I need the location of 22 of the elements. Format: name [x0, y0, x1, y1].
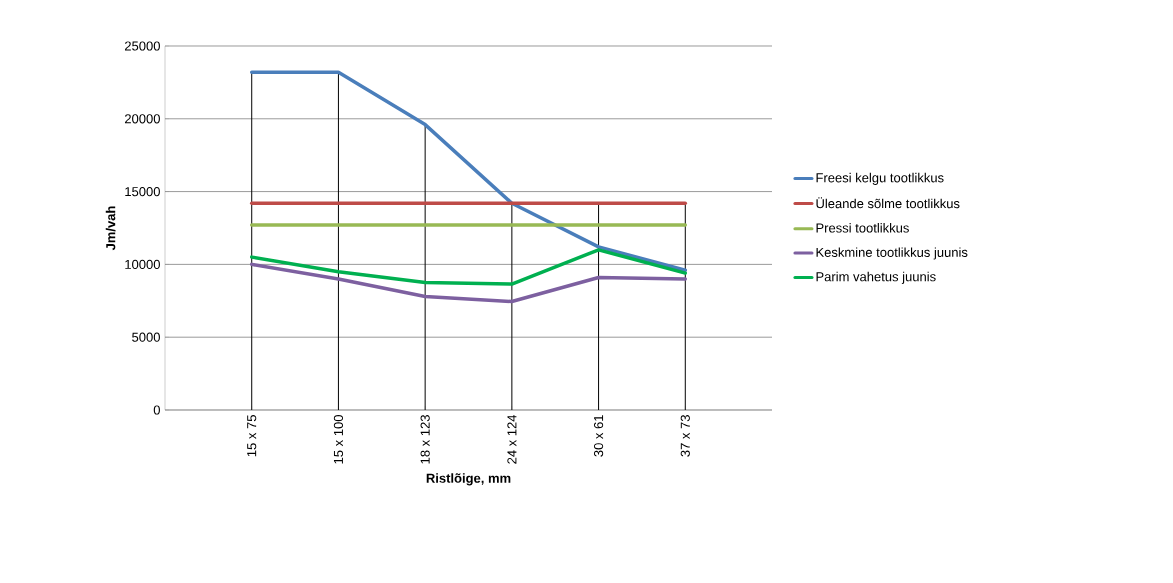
legend-label: Keskmine tootlikkus juunis	[816, 247, 968, 260]
y-axis-title: Jm/vah	[105, 206, 116, 251]
y-tick-label: 0	[153, 405, 160, 415]
legend-label: Üleande sõlme tootlikkus	[816, 197, 960, 209]
y-tick-label: 5000	[132, 332, 160, 342]
y-tick-label: 10000	[125, 259, 160, 269]
line-series	[249, 70, 688, 272]
line-series	[249, 262, 688, 304]
x-axis-title: Ristlõige, mm	[426, 473, 511, 486]
x-tick-label: 15 x 100	[333, 415, 344, 464]
line-series	[249, 248, 688, 286]
y-tick-label: 15000	[125, 186, 160, 197]
legend-label: Freesi kelgu tootlikkus	[816, 172, 944, 185]
x-tick-label: 15 x 75	[247, 415, 257, 457]
y-tick-label: 20000	[124, 114, 160, 124]
x-tick-label: 30 x 61	[593, 415, 604, 457]
legend-label: Parim vahetus juunis	[816, 271, 936, 284]
x-tick-label: 37 x 73	[680, 415, 690, 457]
legend-label: Pressi tootlikkus	[816, 223, 909, 233]
x-tick-label: 18 x 123	[420, 415, 430, 464]
y-tick-label: 25000	[124, 41, 160, 51]
x-tick-label: 24 x 124	[507, 414, 517, 464]
